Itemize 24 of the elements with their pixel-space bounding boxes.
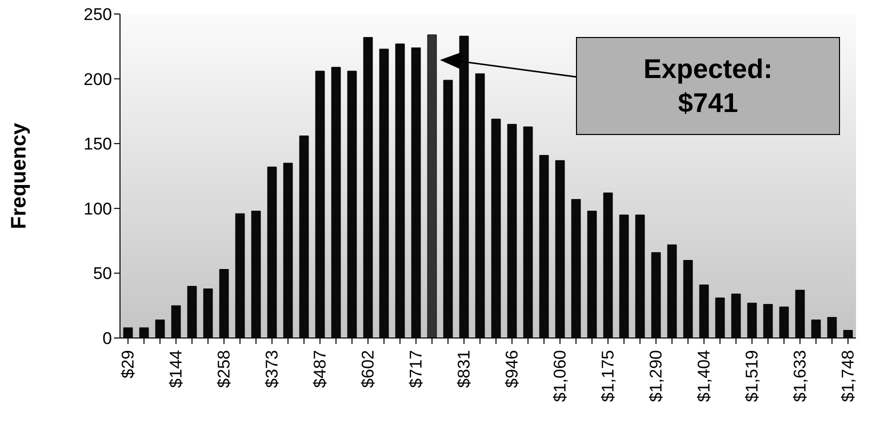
x-tick-label: $258 <box>214 350 234 388</box>
y-tick-label: 50 <box>93 264 112 284</box>
x-tick-label: $1,060 <box>550 350 570 402</box>
y-tick-label: 200 <box>84 70 112 89</box>
x-tick-label: $487 <box>310 350 330 388</box>
x-tick-label: $717 <box>406 350 426 388</box>
x-tick-label: $1,519 <box>742 350 762 402</box>
x-tick-label: $1,290 <box>646 350 666 402</box>
x-tick-label: $1,748 <box>838 350 858 402</box>
x-tick-label: $1,175 <box>598 350 618 402</box>
x-tick-label: $946 <box>502 350 522 388</box>
x-tick-label: $1,633 <box>790 350 810 402</box>
x-tick-label: $144 <box>166 350 186 388</box>
y-tick-label: 100 <box>84 199 112 218</box>
y-axis-title: Frequency <box>7 122 30 230</box>
x-tick-label: $373 <box>262 350 282 388</box>
x-tick-label: $602 <box>358 350 378 388</box>
x-tick-label: $831 <box>454 350 474 388</box>
y-tick-label: 0 <box>102 329 112 348</box>
x-tick-label: $1,404 <box>694 350 714 402</box>
y-tick-label: 250 <box>84 5 112 24</box>
x-tick-label: $29 <box>118 350 138 378</box>
callout-box: Expected: $741 <box>576 37 840 135</box>
y-tick-label: 150 <box>84 134 112 154</box>
